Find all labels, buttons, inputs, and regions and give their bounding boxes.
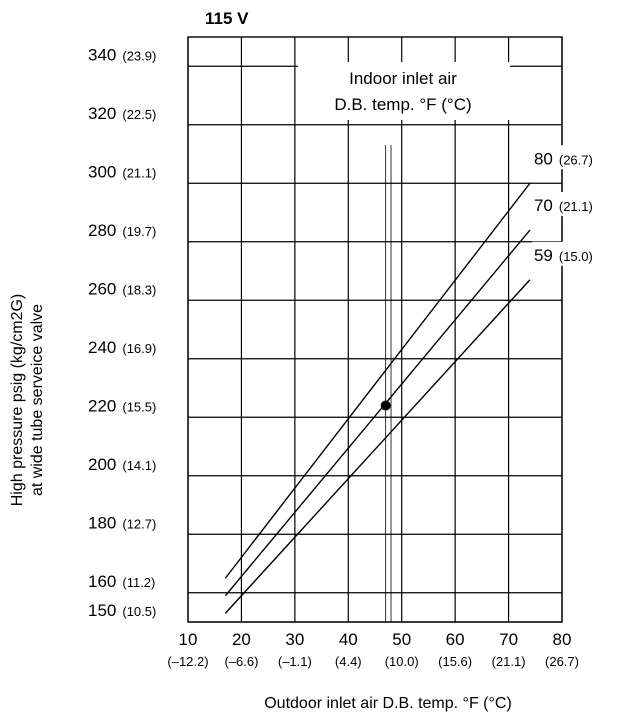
x-tick-label-5: 60 bbox=[446, 630, 465, 649]
y-axis-title-line2: at wide tube serveice valve bbox=[29, 304, 46, 496]
x-tick-label-1: 20 bbox=[232, 630, 251, 649]
plot-frame bbox=[187, 36, 563, 623]
x-tick-sublabel-4: (10.0) bbox=[385, 654, 419, 669]
chart-title: 115 V bbox=[205, 9, 249, 28]
series-labels: 80 (26.7) 70 (21.1) 59 (15.0) bbox=[531, 145, 624, 266]
y-tick-label-4: 220 (15.5) bbox=[88, 396, 156, 415]
legend-title-line1: Indoor inlet air bbox=[349, 69, 457, 88]
x-tick-label-3: 40 bbox=[339, 630, 358, 649]
grid bbox=[187, 37, 563, 623]
y-tick-label-10: 340 (23.9) bbox=[88, 45, 156, 64]
x-tick-labels: 10 (–12.2) 20 (–6.6) 30 (–1.1) 40 (4.4) 50 (10.0)… bbox=[167, 630, 579, 669]
series-line-59 bbox=[224, 279, 531, 614]
y-tick-labels: 150 (10.5) 160 (11.2) 180 (12.7) 200 (14.1) 220(… bbox=[88, 45, 156, 620]
x-tick-sublabel-6: (21.1) bbox=[492, 654, 526, 669]
series-line-80 bbox=[224, 182, 531, 579]
series-line-70 bbox=[224, 229, 531, 597]
x-tick-label-6: 70 bbox=[499, 630, 518, 649]
x-tick-sublabel-5: (15.6) bbox=[438, 654, 472, 669]
series-label-59: 59 (15.0) bbox=[534, 246, 593, 265]
y-tick-label-1: 160 (11.2) bbox=[88, 572, 155, 591]
x-tick-sublabel-1: (–6.6) bbox=[224, 654, 258, 669]
x-tick-sublabel-2: (–1.1) bbox=[278, 654, 312, 669]
operating-point-marker bbox=[380, 400, 391, 411]
series-label-80: 80 (26.7) bbox=[534, 149, 593, 168]
y-tick-label-5: 240 (16.9) bbox=[88, 338, 156, 357]
y-tick-label-9: 320 (22.5) bbox=[88, 104, 156, 123]
x-tick-sublabel-7: (26.7) bbox=[545, 654, 579, 669]
x-tick-label-7: 80 bbox=[553, 630, 572, 649]
x-axis-title: Outdoor inlet air D.B. temp. °F (°C) bbox=[264, 695, 512, 712]
x-tick-label-2: 30 bbox=[285, 630, 304, 649]
x-tick-sublabel-3: (4.4) bbox=[335, 654, 362, 669]
y-axis-title-line1: High pressure psig (kg/cm2G) bbox=[9, 294, 26, 507]
series-label-bg-59 bbox=[531, 241, 624, 266]
series-label-bg-80 bbox=[531, 145, 624, 170]
x-tick-label-0: 10 bbox=[179, 630, 198, 649]
y-tick-label-3: 200 (14.1) bbox=[88, 455, 156, 474]
legend-title-box bbox=[298, 62, 510, 120]
y-tick-label-6: 260 (18.3) bbox=[88, 279, 156, 298]
y-tick-label-0: 150 (10.5) bbox=[88, 601, 156, 620]
series-label-70: 70 (21.1) bbox=[534, 196, 593, 215]
y-tick-label-8: 300 (21.1) bbox=[88, 162, 156, 181]
reference-lines bbox=[385, 145, 392, 622]
series-label-bg-70 bbox=[531, 192, 624, 217]
series-lines bbox=[224, 182, 531, 614]
y-tick-label-2: 180 (12.7) bbox=[88, 513, 156, 532]
x-tick-sublabel-0: (–12.2) bbox=[167, 654, 208, 669]
x-tick-label-4: 50 bbox=[392, 630, 411, 649]
y-tick-label-7: 280 (19.7) bbox=[88, 221, 156, 240]
legend-title-line2: D.B. temp. °F (°C) bbox=[334, 95, 471, 114]
